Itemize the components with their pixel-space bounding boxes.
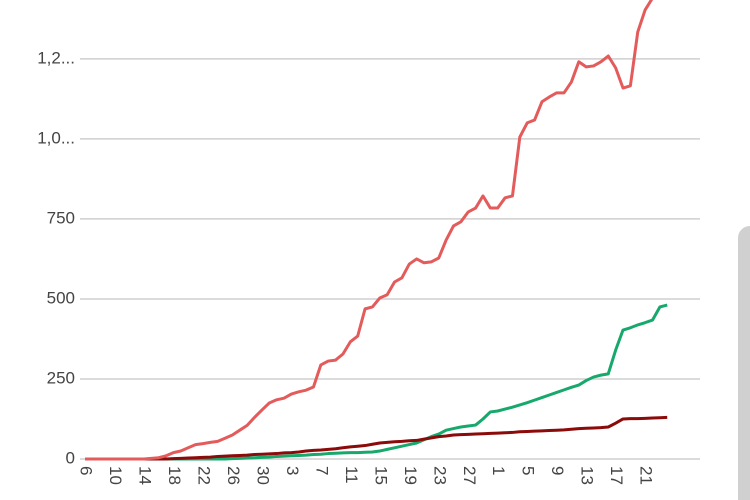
y-tick-label: 750: [47, 208, 75, 227]
x-tick-label: 30: [253, 466, 272, 485]
x-tick-label: 15: [371, 466, 390, 485]
x-tick-label: 21: [637, 466, 656, 485]
x-tick-label: 7: [312, 466, 331, 475]
data-line: [85, 415, 668, 461]
y-tick-label: 500: [47, 288, 75, 307]
x-tick-label: 5: [519, 466, 538, 475]
data-line: [85, 303, 668, 461]
scrollbar[interactable]: [738, 226, 750, 500]
x-tick-label: 10: [106, 466, 125, 485]
y-tick-label: 1,0...: [37, 128, 75, 147]
y-tick-label: 1,2...: [37, 48, 75, 67]
x-tick-label: 6: [77, 466, 96, 475]
x-tick-label: 23: [430, 466, 449, 485]
x-tick-label: 26: [224, 466, 243, 485]
x-tick-label: 1: [489, 466, 508, 475]
x-tick-label: 9: [548, 466, 567, 475]
x-tick-label: 22: [194, 466, 213, 485]
x-tick-label: 17: [607, 466, 626, 485]
x-tick-label: 11: [342, 466, 361, 484]
data-line: [85, 0, 654, 461]
x-tick-label: 13: [578, 466, 597, 485]
y-tick-label: 250: [47, 368, 75, 387]
x-tick-label: 3: [283, 466, 302, 475]
x-tick-label: 27: [460, 466, 479, 485]
x-tick-label: 14: [135, 466, 154, 485]
y-tick-label: 0: [66, 448, 75, 467]
x-tick-label: 18: [165, 466, 184, 485]
x-tick-label: 19: [401, 466, 420, 485]
